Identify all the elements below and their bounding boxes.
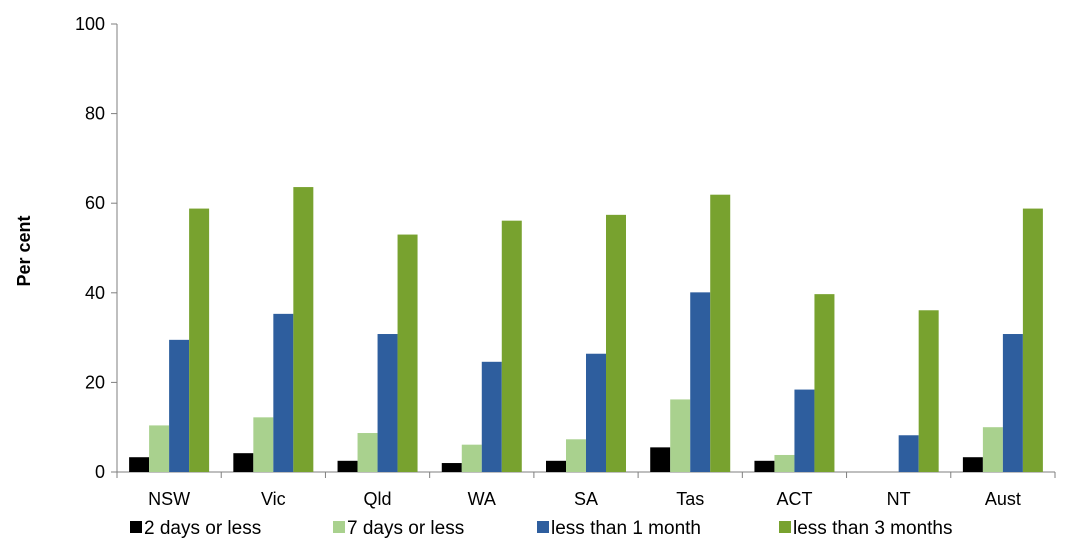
bar xyxy=(129,457,150,472)
x-tick-label: WA xyxy=(468,489,496,509)
legend-swatch xyxy=(130,521,142,533)
bar xyxy=(293,187,314,472)
bar xyxy=(169,339,190,472)
bar xyxy=(774,454,795,472)
bars xyxy=(129,187,1043,473)
bar xyxy=(814,294,835,472)
bar xyxy=(650,447,671,472)
legend-label: 7 days or less xyxy=(347,518,464,539)
legend-label: less than 1 month xyxy=(551,518,701,539)
legend-label: less than 3 months xyxy=(793,518,952,539)
y-tick-label: 0 xyxy=(95,462,105,482)
x-tick-label: Tas xyxy=(676,489,704,509)
bar xyxy=(918,310,939,472)
y-axis-title: Per cent xyxy=(14,215,34,286)
bar xyxy=(337,460,358,472)
bar xyxy=(253,417,274,472)
bar xyxy=(566,439,586,472)
bar xyxy=(189,208,210,473)
bar xyxy=(670,399,691,472)
legend: 2 days or less 7 days or less less than 1 … xyxy=(130,518,952,539)
y-tick-label: 20 xyxy=(85,372,105,392)
legend-swatch xyxy=(779,521,791,533)
bar xyxy=(754,460,775,472)
bar xyxy=(481,361,502,472)
bar xyxy=(898,435,919,472)
bar xyxy=(273,313,294,472)
legend-swatch xyxy=(333,521,345,533)
bar xyxy=(461,444,482,472)
bar xyxy=(377,334,398,472)
bar xyxy=(1002,334,1023,472)
bar xyxy=(606,214,626,472)
y-axis: 0 20 40 60 80 100 xyxy=(75,14,118,482)
bar xyxy=(357,433,378,472)
x-tick-label: NSW xyxy=(148,489,190,509)
bar xyxy=(233,453,254,472)
x-tick-label: Qld xyxy=(364,489,392,509)
x-tick-label: NT xyxy=(887,489,911,509)
bar xyxy=(546,460,566,472)
y-tick-label: 40 xyxy=(85,283,105,303)
y-tick-label: 60 xyxy=(85,193,105,213)
bar xyxy=(149,425,170,472)
bar xyxy=(982,427,1003,472)
bar xyxy=(586,353,606,472)
x-tick-label: SA xyxy=(574,489,598,509)
y-tick-label: 100 xyxy=(75,14,105,34)
x-tick-label: ACT xyxy=(776,489,812,509)
bar xyxy=(441,463,462,472)
x-tick-label: Vic xyxy=(261,489,286,509)
x-tick-label: Aust xyxy=(985,489,1021,509)
bar xyxy=(962,457,983,472)
bar xyxy=(397,234,418,472)
bar xyxy=(501,220,522,472)
bar xyxy=(710,194,731,473)
bar xyxy=(1022,208,1043,473)
bar xyxy=(690,292,711,472)
legend-swatch xyxy=(537,521,549,533)
bar xyxy=(794,389,815,472)
legend-label: 2 days or less xyxy=(144,518,261,539)
y-tick-label: 80 xyxy=(85,104,105,124)
x-axis: NSW Vic Qld WA SA Tas ACT NT Aust xyxy=(116,471,1056,509)
